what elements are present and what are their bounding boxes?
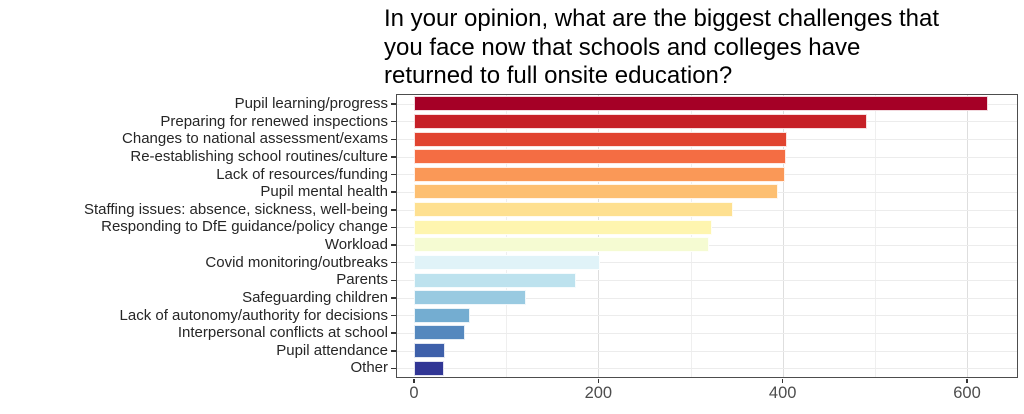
y-axis-label: Responding to DfE guidance/policy change [101, 218, 388, 236]
y-axis-tick [391, 209, 396, 211]
chart-title: In your opinion, what are the biggest ch… [384, 5, 1014, 91]
bar [414, 325, 465, 341]
y-axis-tick [391, 332, 396, 334]
x-axis-tick [413, 378, 415, 383]
bar [414, 237, 709, 253]
gridline-minor-vertical [690, 95, 692, 377]
bar [414, 343, 446, 359]
gridline-row [397, 280, 1017, 282]
x-axis-tick-label: 200 [584, 384, 613, 402]
bar [414, 202, 733, 218]
y-axis-label: Lack of autonomy/authority for decisions [119, 306, 388, 324]
y-axis-label: Pupil attendance [276, 341, 388, 359]
y-axis-label: Safeguarding children [242, 288, 388, 306]
bar [414, 290, 527, 306]
x-axis-tick [781, 378, 784, 383]
gridline-row [397, 297, 1017, 299]
y-axis-tick [391, 314, 396, 317]
y-axis-label: Preparing for renewed inspections [160, 112, 388, 130]
gridline-minor-vertical [506, 95, 508, 377]
y-axis-label: Workload [324, 236, 388, 253]
y-axis-label: Re-establishing school routines/culture [130, 147, 388, 165]
y-axis-tick [391, 120, 396, 123]
chart-title-line-1: In your opinion, what are the biggest ch… [384, 5, 940, 32]
x-axis-tick-label: 0 [409, 384, 419, 402]
bar [414, 96, 989, 112]
gridline-major-vertical [782, 95, 784, 377]
gridline-row [397, 368, 1017, 370]
bar [414, 184, 779, 200]
y-axis-label: Parents [336, 271, 388, 289]
bar [414, 131, 788, 147]
x-axis-tick-label: 600 [953, 384, 981, 402]
y-axis-label: Lack of resources/funding [216, 165, 388, 183]
y-axis-tick [391, 138, 396, 141]
gridline-major-vertical [598, 95, 600, 377]
chart-title-line-3: returned to full onsite education? [384, 62, 733, 89]
bar [414, 254, 601, 270]
y-axis-label: Pupil mental health [260, 183, 388, 201]
y-axis-label: Staffing issues: absence, sickness, well… [83, 200, 388, 218]
x-axis-tick-label: 400 [768, 384, 797, 402]
bar [414, 360, 445, 376]
y-axis-tick [391, 103, 396, 105]
x-axis-tick [597, 378, 600, 383]
y-axis-label: Covid monitoring/outbreaks [205, 253, 388, 271]
y-axis-label: Other [350, 359, 388, 377]
chart-title-line-2: you face now that schools and colleges h… [384, 33, 861, 61]
bar [414, 272, 577, 288]
y-axis-tick [391, 173, 396, 176]
y-axis-tick [391, 350, 396, 352]
y-axis-tick [391, 226, 396, 229]
gridline-row [397, 332, 1017, 334]
bar [414, 307, 471, 323]
y-axis-label: Changes to national assessment/exams [122, 130, 388, 148]
y-axis-label: Pupil learning/progress [234, 95, 388, 112]
gridline-row [397, 350, 1017, 352]
x-axis-tick [966, 378, 968, 383]
bar [414, 166, 785, 182]
bar [414, 219, 712, 235]
gridline-minor-vertical [874, 95, 876, 377]
bar [414, 149, 787, 165]
y-axis-tick [391, 279, 396, 282]
y-axis-tick [391, 297, 396, 299]
y-axis-tick [391, 191, 396, 193]
y-axis-tick [391, 367, 396, 370]
y-axis-tick [391, 244, 396, 246]
y-axis-tick [391, 261, 396, 264]
y-axis-tick [391, 156, 396, 158]
plot-panel [396, 94, 1018, 378]
y-axis-label: Interpersonal conflicts at school [177, 324, 388, 342]
gridline-row [397, 262, 1017, 264]
gridline-major-vertical [967, 95, 968, 377]
gridline-row [397, 315, 1017, 317]
bar [414, 113, 867, 129]
